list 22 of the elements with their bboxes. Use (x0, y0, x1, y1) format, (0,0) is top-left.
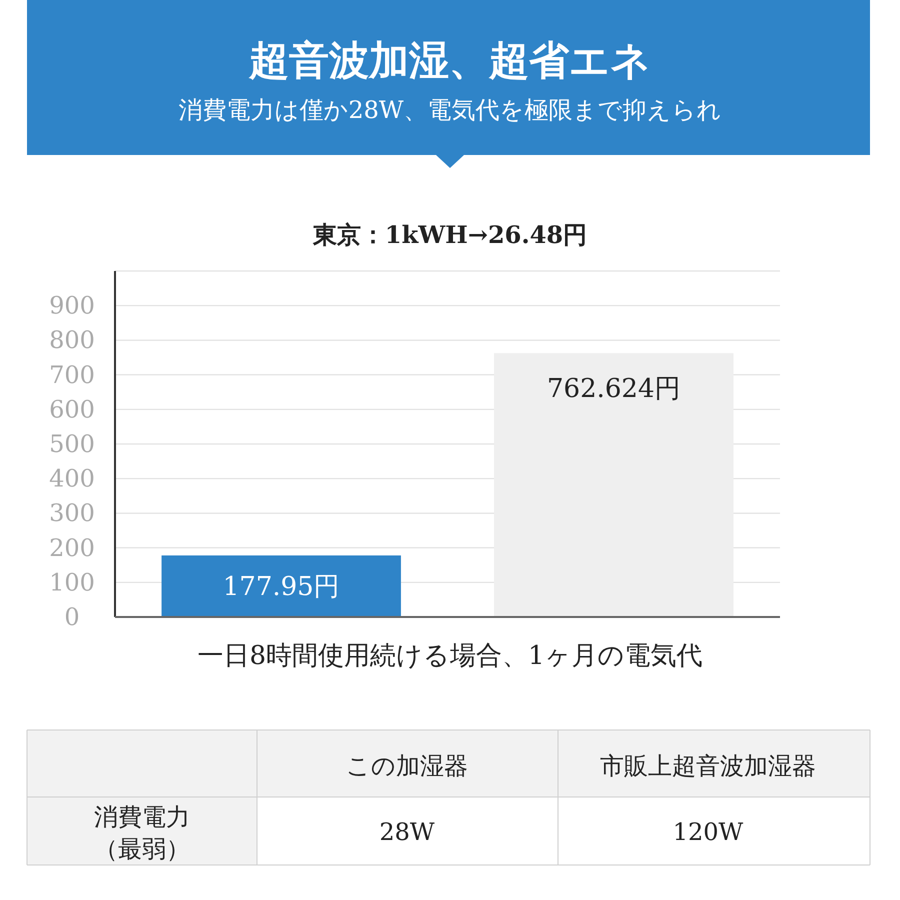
y-tick-label: 200 (49, 534, 95, 562)
data-label: 177.95円 (222, 572, 340, 602)
y-tick-label: 0 (64, 603, 80, 631)
text: 120W (672, 818, 744, 846)
y-tick-label: 900 (49, 292, 95, 320)
y-tick-label: 300 (49, 499, 95, 528)
y-tick-label: 700 (49, 360, 95, 389)
text: 東京：1kWH→26.48円 (312, 220, 588, 249)
text: 28W (379, 818, 435, 846)
y-tick-label: 100 (49, 568, 95, 596)
text: この加湿器 (346, 752, 468, 780)
y-tick-label: 600 (49, 395, 95, 424)
text: 消費電力 (94, 803, 190, 831)
chart-subtitle: 消費電力は僅か28W、電気代を極限まで抑えられ (178, 96, 722, 124)
data-label: 762.624円 (546, 374, 681, 404)
chart-title: 超音波加湿、超省エネ (248, 37, 651, 84)
y-tick-label: 400 (49, 464, 95, 493)
y-tick-label: 500 (49, 430, 95, 458)
x-axis-title: 一日8時間使用続ける場合、1ヶ月の電気代 (197, 641, 703, 671)
text: （最弱） (94, 835, 190, 863)
text: 市販上超音波加湿器 (600, 752, 816, 780)
y-tick-label: 800 (49, 326, 95, 354)
